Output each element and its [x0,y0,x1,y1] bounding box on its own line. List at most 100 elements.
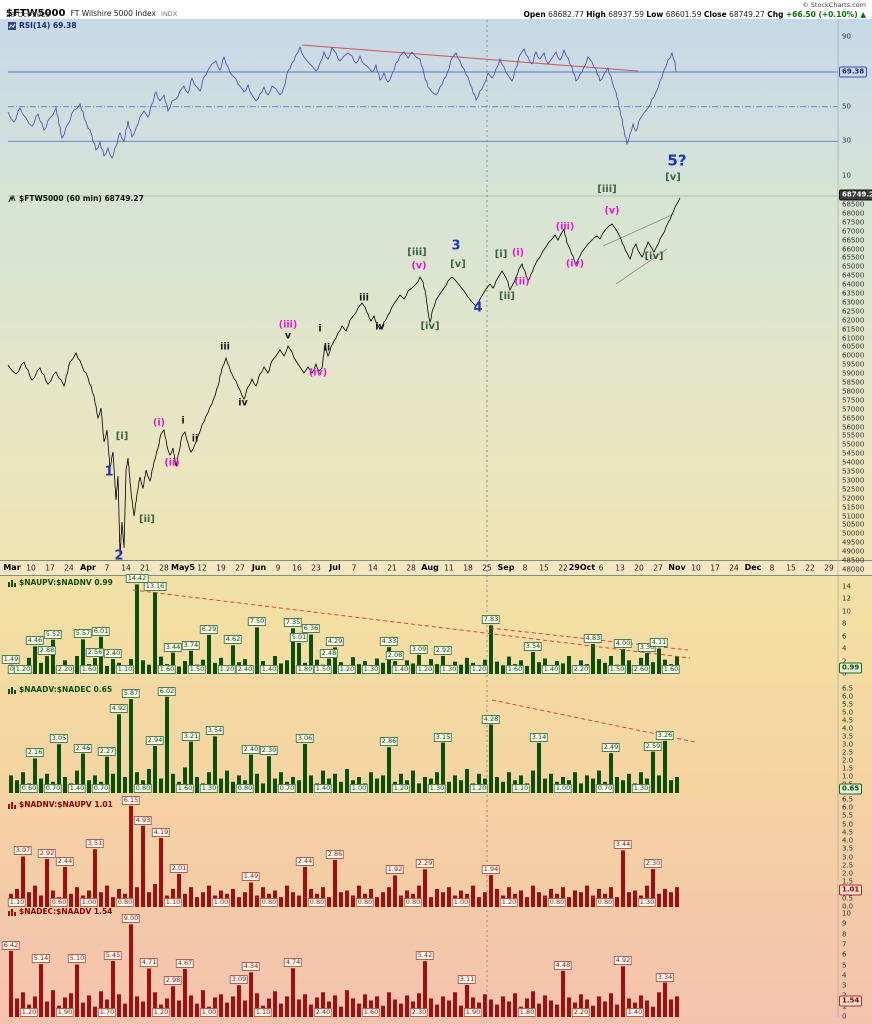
p4-bar [471,783,475,793]
p4-bar [381,775,385,793]
p5-bar [279,897,283,907]
p6-bar [447,1000,451,1017]
ending-diagonal-trendline [602,213,675,247]
p3-bar [441,655,445,674]
p4-bar [207,772,211,793]
p4-bar [369,772,373,793]
p6-bar [171,986,175,1017]
p4-bar [555,781,559,793]
p5-bar [69,893,73,907]
ending-diagonal-trendline [615,248,668,285]
p3-trendline [489,627,689,651]
p5-bar [87,890,91,907]
p6-bar [267,998,271,1017]
nadec-naadv-label-text: $NADEC:$NAADV 1.54 [19,907,113,916]
p3-bar [345,666,349,674]
p5-bar [417,885,421,907]
p6-bar [99,991,103,1018]
p4-bar [213,736,217,793]
p4-bar [363,783,367,793]
p5-bar [453,895,457,907]
p4-bar [387,747,391,793]
p4-bar [513,780,517,793]
p4-bar [189,741,193,793]
p3-bar [591,644,595,674]
p3-bar [225,666,229,674]
p4-bar [165,696,169,793]
p6-bar [585,999,589,1017]
p5-bar [261,887,265,907]
p6-bar [321,992,325,1017]
p6-bar [51,990,55,1017]
p4-bar [99,781,103,793]
last-price-badge: 68749.27 [839,189,872,201]
p3-bar [435,664,439,674]
p3-bar [57,665,61,674]
p3-bar [525,665,529,674]
red-histogram-icon [8,908,16,916]
p3-bar [369,665,373,674]
p3-bar [81,639,85,674]
p4-bar [663,740,667,793]
p5-bar [93,849,97,907]
p4-bar [135,772,139,793]
p5-bar [123,893,127,907]
p3-bar [327,658,331,674]
p5-bar [573,890,577,907]
rsi-panel-background [0,19,872,186]
p3-bar [567,656,571,674]
p5-bar [615,897,619,907]
p4-bar [351,780,355,793]
p3-bar [597,659,601,674]
p5-bar [237,897,241,907]
p4-bar [39,778,43,793]
p3-bar [531,652,535,674]
p5-bar [411,893,415,907]
p5-bar [651,869,655,907]
nadec-naadv-value-badge: 1.54 [839,995,863,1007]
p6-bar [471,997,475,1017]
p4-bar [627,773,631,793]
p5-bar [561,887,565,907]
green-histogram-icon [8,686,16,694]
p5-bar [33,885,37,907]
p5-bar [579,892,583,907]
p3-bar [645,653,649,674]
p5-bar [567,897,571,907]
p5-bar [543,895,547,907]
p5-bar [333,859,337,907]
p4-bar [321,770,325,793]
p4-bar [315,783,319,793]
p4-bar [75,770,79,793]
p4-bar [255,773,259,793]
p6-bar [465,985,469,1017]
p6-bar [303,994,307,1017]
p6-bar [429,998,433,1017]
naadv-nadec-value-badge: 0.65 [839,783,863,795]
p5-bar [249,882,253,907]
p4-bar [273,778,277,793]
p5-bar [45,858,49,907]
p6-bar [675,996,679,1017]
p6-bar [243,1000,247,1017]
p5-bar [513,893,517,907]
p6-bar [165,998,169,1017]
p5-bar [609,887,613,907]
p6-bar [207,1006,211,1017]
p4-bar [339,781,343,793]
p6-bar [621,966,625,1017]
p5-bar [585,885,589,907]
p5-bar [501,895,505,907]
p4-bar [27,783,31,793]
p6-bar [669,999,673,1017]
p6-bar [531,991,535,1018]
naupv-nadnv-value-badge: 0.99 [839,662,863,674]
p5-bar [675,887,679,907]
p6-bar [159,1004,163,1017]
p3-bar [357,664,361,674]
p4-bar [465,769,469,793]
p4-bar [123,777,127,793]
p3-bar [507,656,511,674]
p5-bar [171,888,175,907]
p3-bar [387,647,391,674]
